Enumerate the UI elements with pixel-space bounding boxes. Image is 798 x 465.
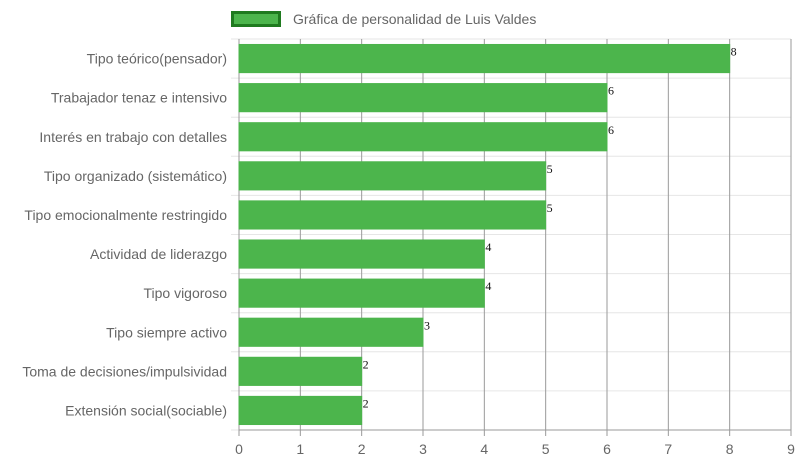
x-tick-label: 5	[542, 441, 550, 457]
x-tick-label: 4	[480, 441, 488, 457]
x-tick-label: 0	[235, 441, 243, 457]
category-label: Interés en trabajo con detalles	[39, 129, 227, 145]
bar	[238, 356, 363, 386]
category-label: Tipo vigoroso	[143, 285, 227, 301]
bar	[238, 317, 424, 347]
bar	[238, 122, 608, 152]
value-label: 3	[424, 318, 430, 332]
bar	[238, 161, 547, 191]
value-label: 5	[547, 162, 553, 176]
x-tick-label: 1	[296, 441, 304, 457]
legend-swatch	[231, 11, 281, 27]
category-label: Toma de decisiones/impulsividad	[22, 363, 227, 379]
category-label: Tipo emocionalmente restringido	[24, 207, 227, 223]
category-label: Tipo organizado (sistemático)	[44, 168, 227, 184]
category-label: Trabajador tenaz e intensivo	[51, 90, 227, 106]
value-label: 5	[547, 201, 553, 215]
legend-label: Gráfica de personalidad de Luis Valdes	[293, 11, 537, 27]
x-tick-label: 8	[726, 441, 734, 457]
bar	[238, 200, 547, 230]
x-tick-label: 2	[358, 441, 366, 457]
value-label: 6	[608, 84, 614, 98]
value-label: 6	[608, 123, 614, 137]
x-tick-label: 9	[787, 441, 795, 457]
value-label: 4	[485, 240, 491, 254]
value-label: 8	[731, 45, 737, 59]
bar	[238, 278, 485, 308]
x-tick-label: 6	[603, 441, 611, 457]
category-label: Extensión social(sociable)	[65, 402, 227, 418]
category-label: Tipo siempre activo	[106, 324, 227, 340]
bar	[238, 395, 363, 426]
x-tick-label: 7	[664, 441, 672, 457]
value-label: 4	[485, 279, 491, 293]
category-label: Tipo teórico(pensador)	[87, 51, 227, 67]
bar	[238, 83, 608, 113]
category-label: Actividad de liderazgo	[90, 246, 227, 262]
value-label: 2	[363, 396, 369, 410]
value-label: 2	[363, 357, 369, 371]
x-tick-label: 3	[419, 441, 427, 457]
bar	[238, 239, 485, 269]
chart-legend[interactable]: Gráfica de personalidad de Luis Valdes	[231, 8, 536, 30]
bar	[238, 43, 731, 74]
